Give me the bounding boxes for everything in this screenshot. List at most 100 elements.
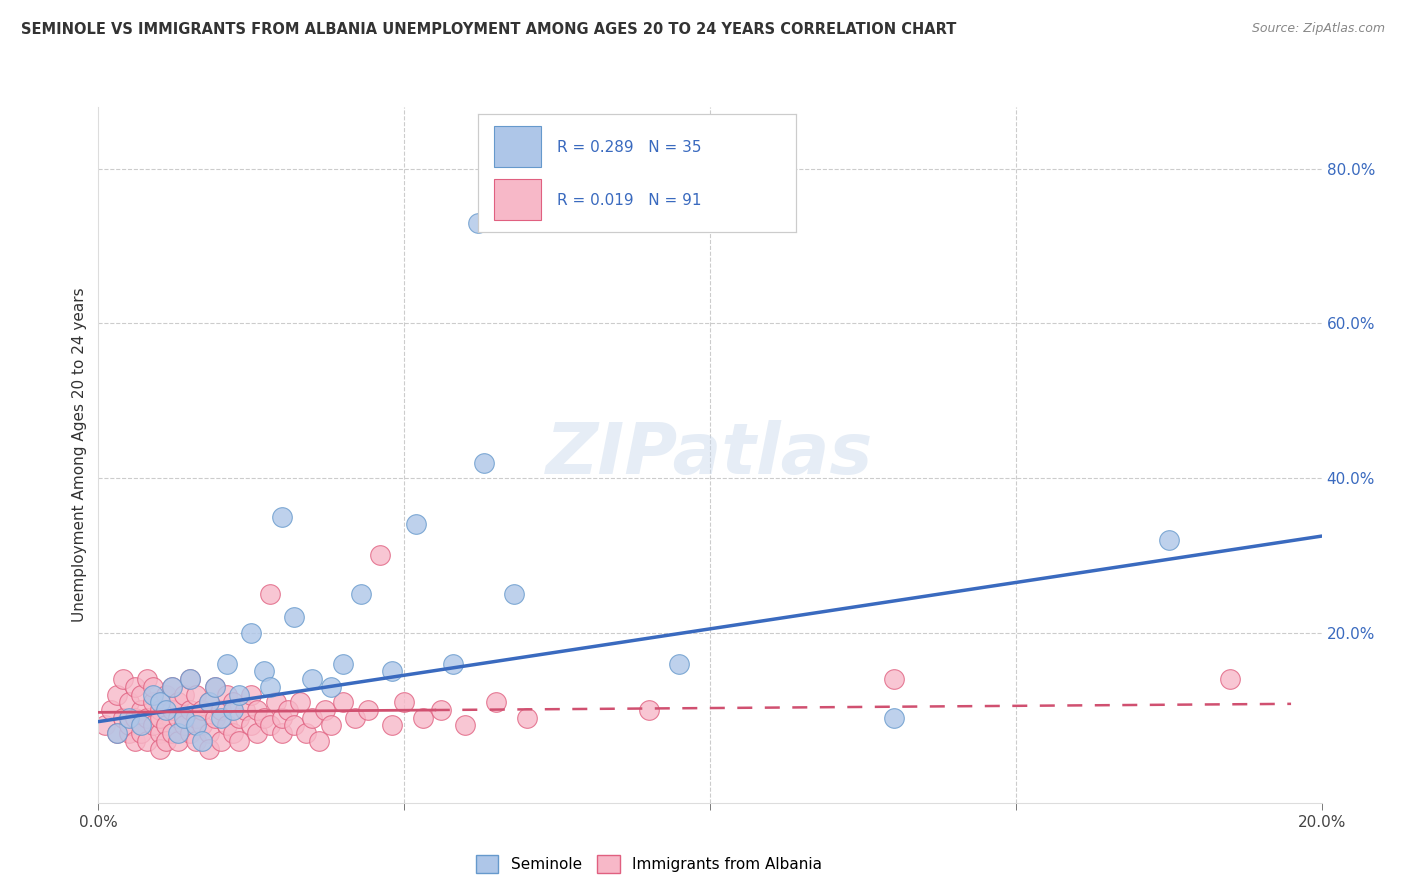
Point bbox=[155, 718, 177, 732]
Point bbox=[228, 711, 250, 725]
Point bbox=[149, 726, 172, 740]
Point bbox=[252, 711, 274, 725]
Point bbox=[179, 672, 201, 686]
Point bbox=[186, 734, 208, 748]
Point bbox=[215, 688, 238, 702]
Point bbox=[124, 734, 146, 748]
Point bbox=[204, 711, 226, 725]
Point bbox=[105, 726, 128, 740]
Text: Source: ZipAtlas.com: Source: ZipAtlas.com bbox=[1251, 22, 1385, 36]
Point bbox=[350, 587, 373, 601]
Point bbox=[129, 718, 152, 732]
Point bbox=[105, 726, 128, 740]
Point bbox=[160, 680, 183, 694]
Point bbox=[233, 703, 256, 717]
Point bbox=[252, 665, 274, 679]
Point bbox=[186, 688, 208, 702]
Point bbox=[485, 695, 508, 709]
Point bbox=[149, 711, 172, 725]
Point bbox=[222, 703, 245, 717]
Point bbox=[405, 517, 427, 532]
Point bbox=[93, 718, 115, 732]
Point bbox=[179, 726, 201, 740]
Point bbox=[368, 549, 391, 563]
Point bbox=[160, 703, 183, 717]
Point bbox=[191, 718, 214, 732]
Point bbox=[270, 509, 292, 524]
Point bbox=[228, 688, 250, 702]
Point bbox=[155, 688, 177, 702]
Point bbox=[344, 711, 367, 725]
Text: ZIPatlas: ZIPatlas bbox=[547, 420, 873, 490]
Point bbox=[430, 703, 453, 717]
Point bbox=[186, 718, 208, 732]
Point bbox=[160, 680, 183, 694]
Point bbox=[301, 711, 323, 725]
Point bbox=[155, 734, 177, 748]
Point bbox=[142, 695, 165, 709]
Point bbox=[197, 741, 219, 756]
Point bbox=[111, 711, 134, 725]
Point bbox=[246, 726, 269, 740]
Point bbox=[215, 718, 238, 732]
Point bbox=[381, 665, 404, 679]
Point bbox=[197, 695, 219, 709]
Point bbox=[129, 718, 152, 732]
Point bbox=[124, 711, 146, 725]
Point bbox=[111, 672, 134, 686]
Point bbox=[270, 711, 292, 725]
Point bbox=[319, 680, 342, 694]
Point bbox=[173, 688, 195, 702]
Text: SEMINOLE VS IMMIGRANTS FROM ALBANIA UNEMPLOYMENT AMONG AGES 20 TO 24 YEARS CORRE: SEMINOLE VS IMMIGRANTS FROM ALBANIA UNEM… bbox=[21, 22, 956, 37]
Point bbox=[209, 734, 232, 748]
Point bbox=[149, 741, 172, 756]
Point bbox=[186, 711, 208, 725]
Point bbox=[277, 703, 299, 717]
Legend: Seminole, Immigrants from Albania: Seminole, Immigrants from Albania bbox=[470, 849, 828, 879]
Point bbox=[314, 703, 336, 717]
Point bbox=[319, 718, 342, 732]
Point bbox=[308, 734, 330, 748]
Point bbox=[155, 703, 177, 717]
Point bbox=[136, 672, 159, 686]
Point bbox=[301, 672, 323, 686]
Point bbox=[240, 688, 263, 702]
Point bbox=[441, 657, 464, 671]
Point bbox=[173, 718, 195, 732]
Point bbox=[191, 703, 214, 717]
Point bbox=[222, 695, 245, 709]
Point bbox=[173, 711, 195, 725]
Y-axis label: Unemployment Among Ages 20 to 24 years: Unemployment Among Ages 20 to 24 years bbox=[72, 287, 87, 623]
Point bbox=[204, 680, 226, 694]
Point bbox=[270, 726, 292, 740]
Point bbox=[142, 688, 165, 702]
Point bbox=[179, 703, 201, 717]
Point bbox=[209, 711, 232, 725]
Point bbox=[467, 216, 489, 230]
Point bbox=[290, 695, 312, 709]
Point bbox=[240, 625, 263, 640]
Point bbox=[637, 703, 661, 717]
Point bbox=[883, 672, 905, 686]
Point bbox=[264, 695, 287, 709]
Point bbox=[295, 726, 318, 740]
Point bbox=[118, 726, 141, 740]
Point bbox=[668, 657, 690, 671]
Point bbox=[167, 711, 190, 725]
Point bbox=[283, 610, 305, 624]
Point bbox=[204, 680, 226, 694]
Point bbox=[167, 726, 190, 740]
Point bbox=[118, 718, 141, 732]
Point bbox=[167, 695, 190, 709]
Point bbox=[283, 718, 305, 732]
Point bbox=[883, 711, 905, 725]
Point bbox=[381, 718, 404, 732]
Point bbox=[332, 695, 354, 709]
Point bbox=[503, 587, 526, 601]
Point bbox=[197, 695, 219, 709]
Point bbox=[1219, 672, 1241, 686]
Point bbox=[259, 680, 281, 694]
Point bbox=[215, 657, 238, 671]
Point bbox=[167, 734, 190, 748]
Point bbox=[191, 734, 214, 748]
